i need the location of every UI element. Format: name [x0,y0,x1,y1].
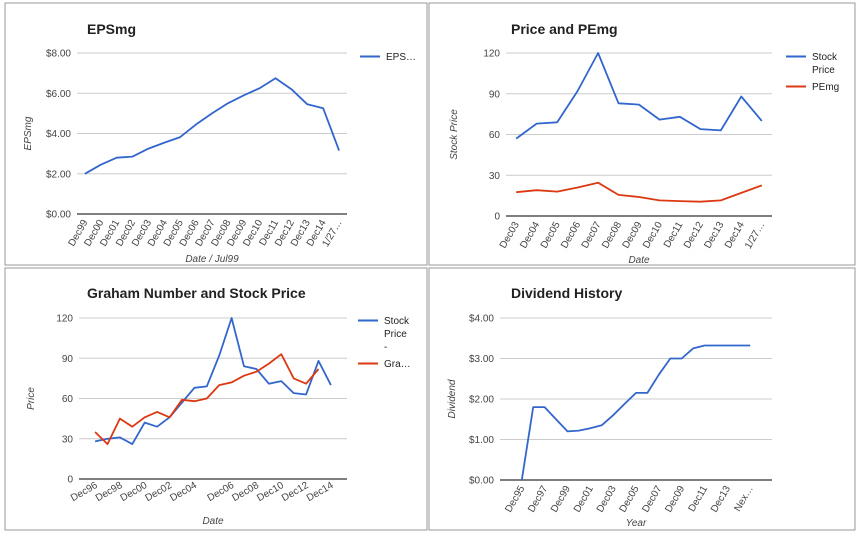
y-tick-label: $6.00 [46,89,71,100]
x-tick-label: Dec10 [641,220,665,251]
panel-border-1 [4,2,428,266]
y-tick-label: $0.00 [46,210,71,221]
x-tick-label: 1/27… [743,220,767,251]
y-tick-label: $2.00 [46,169,71,180]
x-tick-label: Dec09 [663,484,687,515]
legend-label-1: EPS… [386,52,416,63]
x-tick-label: Dec04 [168,480,199,504]
x-tick-label: Dec96 [69,480,100,504]
y-tick-label: 60 [62,394,74,405]
x-axis-title: Year [626,518,647,529]
y-tick-label: 90 [489,89,501,100]
x-tick-label: Dec03 [595,484,619,515]
x-tick-label: Dec14 [305,480,336,504]
y-tick-label: $3.00 [469,354,494,365]
chart-title: Graham Number and Stock Price [87,285,306,301]
chart-title: Price and PEmg [511,21,618,37]
chart-1: EPSmg$0.00$2.00$4.00$6.00$8.00Dec99Dec00… [23,21,416,265]
y-tick-label: $0.00 [469,476,494,487]
x-tick-label: Dec01 [572,484,596,515]
series-line-1 [520,344,751,481]
y-tick-label: 90 [62,354,74,365]
series-line-1 [84,77,340,175]
y-tick-label: $4.00 [469,314,494,325]
chart-2: Price and PEmg0306090120Dec03Dec04Dec05D… [449,21,839,266]
legend-label-1: Stock Price [812,52,838,76]
x-tick-label: Dec08 [230,480,261,504]
legend-label-2: PEmg [812,82,839,93]
panel-border-3 [4,267,428,531]
y-tick-label: $8.00 [46,49,71,60]
panel-border-4 [428,267,856,531]
y-tick-label: $1.00 [469,435,494,446]
x-tick-label: Nex… [732,484,755,514]
x-axis-title: Date [202,516,224,527]
chart-4: Dividend History $0.00 $1.00 $2.00 $3.00 $4.0… [447,285,772,529]
x-tick-label: Dec00 [119,480,150,504]
y-tick-label: 60 [489,130,501,141]
x-tick-label: Dec02 [144,480,175,504]
x-axis-title: Date / Jul99 [185,254,239,265]
x-tick-label: Dec11 [687,484,711,514]
y-axis-title: Dividend [447,379,458,418]
series-line-1 [515,52,763,140]
chart-title: Dividend History [511,285,622,301]
x-tick-label: Dec10 [255,480,286,504]
y-axis-title: EPSmg [23,116,34,150]
series-line-2 [94,353,320,446]
x-tick-label: Dec97 [526,484,550,515]
y-tick-label: 30 [489,171,501,182]
y-tick-label: $4.00 [46,129,71,140]
y-tick-label: $2.00 [469,395,494,406]
y-tick-label: 0 [494,212,500,223]
y-tick-label: 120 [56,314,73,325]
y-tick-label: 0 [67,475,73,486]
y-tick-label: 30 [62,434,74,445]
y-axis-title: Stock Price [449,109,460,160]
x-tick-label: Dec07 [640,484,664,515]
y-axis-title: Price [26,387,37,410]
x-tick-label: Dec98 [94,480,125,504]
series-line-1 [94,317,332,446]
chart-3: Graham Number and Stock Price 0 30 60 90 120 D… [26,285,411,527]
x-tick-label: Dec05 [618,484,642,515]
legend-label-1: Stock Price - [384,316,410,353]
series-line-2 [516,181,763,203]
x-axis-title: Date [628,255,650,266]
x-tick-label: Dec13 [709,484,733,515]
legend-label-2: Gra… [384,359,411,370]
y-tick-label: 120 [483,49,500,60]
x-tick-label: Dec99 [549,484,573,515]
x-tick-label: Dec06 [206,480,237,504]
chart-title: EPSmg [87,21,136,37]
panel-border-2 [428,2,856,266]
x-tick-label: Dec12 [280,480,311,504]
x-tick-label: Dec95 [503,484,527,515]
